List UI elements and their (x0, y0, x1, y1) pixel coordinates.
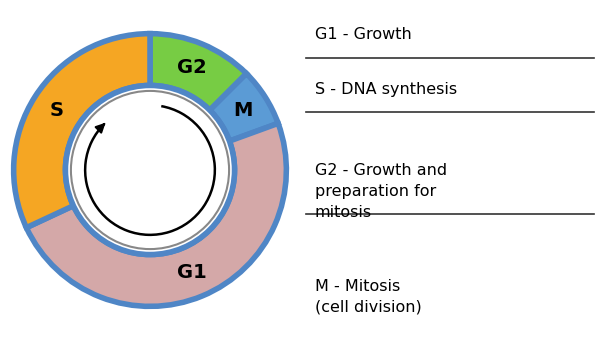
Text: G1: G1 (178, 262, 207, 282)
Text: M: M (233, 101, 253, 120)
Wedge shape (210, 73, 278, 141)
Text: M - Mitosis
(cell division): M - Mitosis (cell division) (315, 279, 422, 315)
Text: S - DNA synthesis: S - DNA synthesis (315, 82, 457, 97)
Text: S: S (50, 101, 64, 120)
Wedge shape (26, 123, 286, 306)
Text: G2 - Growth and
preparation for
mitosis: G2 - Growth and preparation for mitosis (315, 163, 447, 220)
Text: G2: G2 (178, 58, 207, 78)
Wedge shape (14, 34, 150, 227)
Circle shape (65, 85, 235, 255)
Circle shape (71, 91, 229, 249)
Wedge shape (150, 34, 247, 110)
Text: G1 - Growth: G1 - Growth (315, 27, 412, 42)
